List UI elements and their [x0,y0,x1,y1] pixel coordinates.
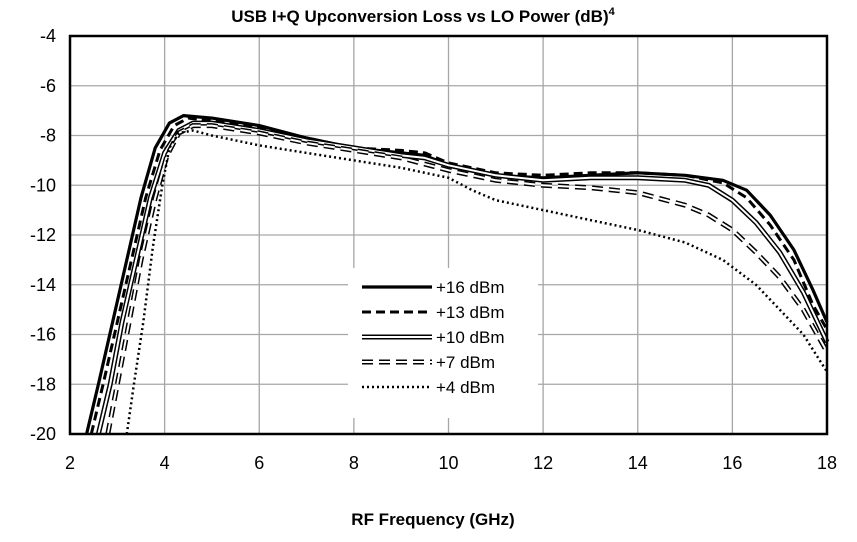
series-line-3-inner [106,124,828,435]
legend-label: +7 dBm [436,353,495,372]
x-tick-label: 14 [628,453,648,473]
x-tick-label: 4 [160,453,170,473]
plot-area-border [68,34,829,436]
y-tick-label: -12 [30,225,56,245]
x-axis-ticks: 2 4 6 8 10 12 14 16 18 [65,453,837,473]
y-tick-label: -18 [30,374,56,394]
series-line-4 [125,129,829,435]
chart-title: USB I+Q Upconversion Loss vs LO Power (d… [231,6,615,26]
series-lines [85,114,830,435]
chart-title-text: USB I+Q Upconversion Loss vs LO Power (d… [231,7,608,26]
legend-label: +10 dBm [436,328,505,347]
y-tick-label: -14 [30,275,56,295]
legend-label: +16 dBm [436,278,505,297]
x-tick-label: 10 [438,453,458,473]
x-tick-label: 8 [349,453,359,473]
x-tick-label: 2 [65,453,75,473]
series-line-2-inner [97,122,828,435]
y-axis-ticks: -4 -6 -8 -10 -12 -14 -16 -18 -20 [30,26,56,444]
y-tick-label: -16 [30,325,56,345]
y-tick-label: -8 [40,126,56,146]
legend-label: +4 dBm [436,378,495,397]
x-axis-label: RF Frequency (GHz) [351,510,514,529]
x-tick-label: 18 [817,453,837,473]
y-tick-label: -20 [30,424,56,444]
legend-background [348,268,538,418]
x-tick-label: 6 [254,453,264,473]
y-tick-label: -10 [30,175,56,195]
legend-label: +13 dBm [436,303,505,322]
y-tick-label: -4 [40,26,56,46]
legend: +16 dBm +13 dBm +10 dBm +7 dBm +4 dBm [348,268,538,418]
chart-title-superscript: 4 [609,6,616,18]
x-tick-label: 12 [533,453,553,473]
x-tick-label: 16 [722,453,742,473]
series-line-1 [89,116,829,435]
y-tick-label: -6 [40,76,56,96]
